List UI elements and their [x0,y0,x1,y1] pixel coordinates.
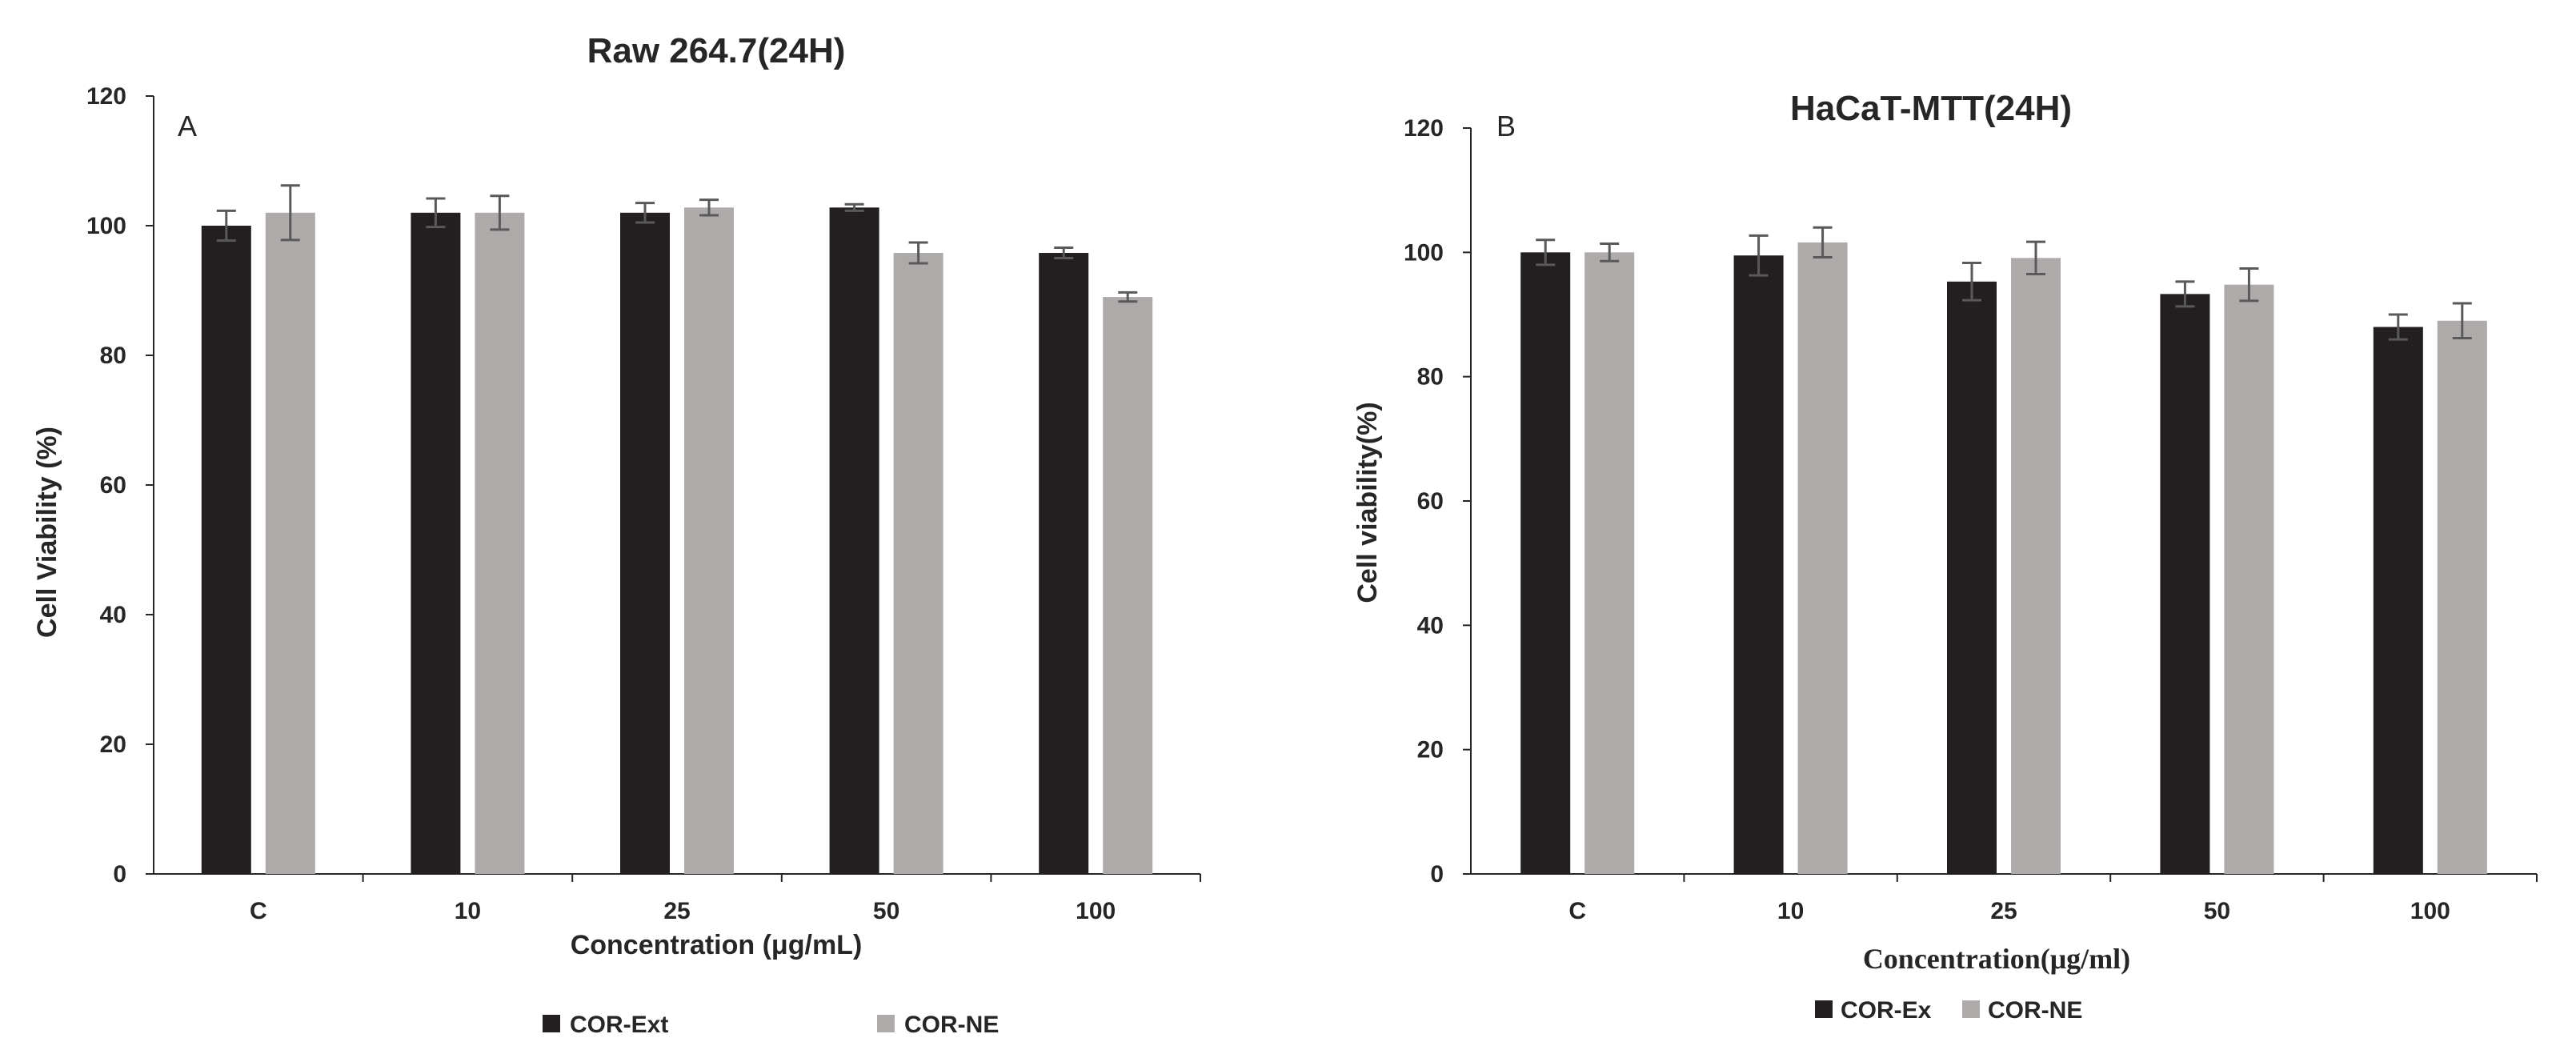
chart-a-bar-cor-ne-25 [684,207,734,874]
chart-b-x-tick-label: 100 [2410,898,2450,924]
chart-a-y-tick-label: 100 [86,213,126,239]
chart-b-y-tick-label: 40 [1417,612,1444,639]
chart-a-bar-cor-ne-C [265,212,315,874]
chart-a-y-axis-label: Cell Viability (%) [32,427,62,638]
chart-b-y-tick-label: 20 [1417,737,1444,763]
chart-b-x-tick-label: 10 [1777,898,1804,924]
chart-b-bar-cor-ne-100 [2437,320,2487,874]
chart-b-x-tick-label: C [1568,898,1586,924]
chart-a-bar-cor-ne-10 [475,212,525,874]
chart-b-error-bar-cor-ex-25 [1962,262,1981,302]
chart-a-legend-swatch-cor-ext [543,1015,560,1032]
chart-a-error-bar-cor-ext-C [216,209,236,242]
chart-b-legend-swatch-cor-ne [1962,1000,1980,1018]
chart-b-y-tick-label: 60 [1417,488,1444,515]
chart-a-legend-swatch-cor-ne [877,1015,895,1032]
chart-a-error-bar-cor-ne-100 [1118,291,1138,303]
chart-b-title: HaCaT-MTT(24H) [1790,89,2072,128]
chart-b-y-tick-label: 80 [1417,364,1444,391]
chart-b-error-bar-cor-ex-C [1536,238,1556,267]
chart-b-bar-cor-ne-10 [1797,242,1848,874]
chart-a-bar-cor-ext-25 [620,212,670,874]
chart-b-bar-cor-ne-C [1584,252,1635,874]
chart-a-y-tick-label: 20 [100,731,126,758]
chart-b-error-bar-cor-ne-100 [2452,302,2472,340]
chart-a-x-tick-label: 100 [1076,898,1116,924]
chart-a-bar-cor-ne-100 [1103,297,1153,875]
chart-b-legend: COR-Ex COR-NE [1815,997,2082,1024]
chart-b-bar-cor-ex-10 [1733,255,1784,874]
chart-a-error-bar-cor-ne-C [280,184,300,242]
chart-b-bar-cor-ex-25 [1947,281,1997,874]
chart-a-x-axis-label: Concentration (μg/mL) [571,930,863,960]
chart-b-legend-label-cor-ne: COR-NE [1988,997,2082,1024]
chart-a-bar-cor-ext-10 [411,212,461,874]
chart-a-y-tick-label: 120 [86,83,126,110]
chart-a-bar-cor-ext-C [201,226,251,874]
chart-a-error-bar-cor-ext-50 [844,202,864,212]
chart-a-legend-label-cor-ne: COR-NE [904,1012,999,1038]
chart-a: Raw 264.7(24H) A Cell Viability (%) Conc… [32,31,1201,1038]
chart-a-bar-cor-ext-50 [829,207,879,874]
chart-b-bars [1520,226,2487,875]
chart-a-bar-cor-ext-100 [1039,253,1089,874]
chart-a-bar-cor-ne-50 [893,253,943,874]
chart-b-bar-cor-ex-100 [2373,327,2423,874]
chart-a-axes: 0 20 40 60 80 100 120 C 10 25 50 100 [86,83,1201,924]
chart-b-error-bar-cor-ne-50 [2239,267,2259,303]
chart-b-bar-cor-ex-50 [2160,294,2210,874]
chart-b-x-tick-label: 50 [2204,898,2230,924]
chart-a-x-tick-label: 25 [663,898,690,924]
chart-b-legend-label-cor-ex: COR-Ex [1841,997,1932,1024]
chart-a-error-bar-cor-ne-50 [908,241,928,265]
chart-a-x-tick-label: 50 [873,898,899,924]
chart-a-error-bar-cor-ne-10 [490,194,510,231]
chart-a-error-bar-cor-ne-25 [699,198,719,217]
chart-b-bar-cor-ex-C [1520,252,1571,874]
chart-b-y-tick-label: 120 [1404,115,1444,142]
chart-b-error-bar-cor-ex-50 [2175,280,2195,308]
chart-a-legend-label-cor-ext: COR-Ext [570,1012,668,1038]
chart-b-error-bar-cor-ex-10 [1749,234,1769,277]
chart-a-x-tick-label: 10 [455,898,481,924]
chart-b-error-bar-cor-ne-C [1600,242,1620,262]
chart-b-bar-cor-ne-25 [2011,258,2061,874]
chart-a-title: Raw 264.7(24H) [587,31,846,70]
chart-b-axes: 0 20 40 60 80 100 120 C 10 25 50 100 [1404,115,2538,924]
chart-a-bars [201,184,1153,875]
chart-a-x-tick-label: C [250,898,267,924]
chart-b: HaCaT-MTT(24H) B Cell viability(%) Conce… [1352,89,2538,1024]
chart-b-y-axis-label: Cell viability(%) [1352,402,1383,603]
chart-b-x-tick-label: 25 [1990,898,2017,924]
chart-b-legend-swatch-cor-ex [1815,1000,1833,1018]
chart-b-error-bar-cor-ne-10 [1813,226,1833,259]
chart-a-error-bar-cor-ext-100 [1054,246,1074,259]
chart-a-error-bar-cor-ext-25 [635,202,655,224]
chart-a-y-tick-label: 0 [113,861,126,888]
chart-b-bar-cor-ne-50 [2224,284,2274,875]
chart-a-y-tick-label: 60 [100,472,126,499]
chart-b-panel-label: B [1496,110,1516,142]
chart-b-y-tick-label: 100 [1404,239,1444,266]
chart-a-y-tick-label: 40 [100,602,126,628]
chart-b-error-bar-cor-ex-100 [2388,313,2408,341]
chart-a-panel-label: A [178,110,197,142]
chart-a-legend: COR-Ext COR-NE [543,1012,999,1038]
chart-b-error-bar-cor-ne-25 [2026,240,2045,276]
chart-a-error-bar-cor-ext-10 [426,197,446,229]
chart-b-x-axis-label: Concentration(μg/ml) [1863,943,2130,975]
chart-b-y-tick-label: 0 [1430,861,1444,888]
chart-a-y-tick-label: 80 [100,343,126,369]
